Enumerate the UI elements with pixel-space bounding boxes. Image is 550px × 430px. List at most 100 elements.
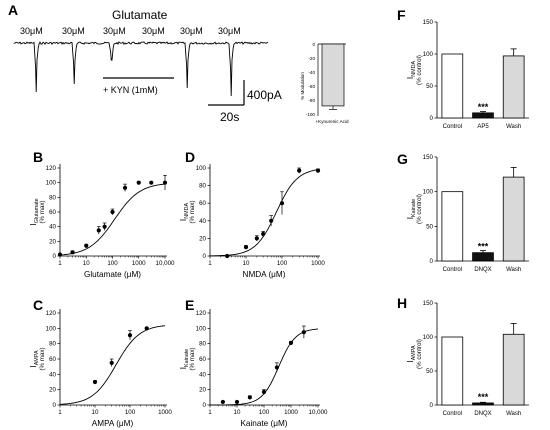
y-tick-label: 20 <box>49 238 56 245</box>
y-tick-label: 40 <box>49 224 56 231</box>
panel-a: A Glutamate 30μM 30μM 30μM 30μM 30μM 30μ… <box>8 2 349 124</box>
x-tick-label: 1000 <box>158 409 172 416</box>
x-tick-label: 10 <box>234 409 241 416</box>
bar <box>441 336 464 406</box>
x-tick-label: 1000 <box>311 260 325 267</box>
data-point <box>269 218 274 223</box>
data-point <box>247 395 252 400</box>
data-point <box>57 252 63 257</box>
panel-letter: C <box>33 297 43 313</box>
y-tick-label: 50 <box>426 223 433 230</box>
x-tick-label: 1 <box>58 409 62 416</box>
application-label-2: 30μM <box>62 26 85 36</box>
x-tick-label: 10,000 <box>156 260 175 267</box>
inset-ylabel: % Modulation <box>300 72 305 100</box>
x-tick-label: 10 <box>243 260 250 267</box>
inset-bar <box>321 43 345 107</box>
data-point <box>315 168 321 173</box>
data-point <box>127 333 133 338</box>
y-tick-label: 120 <box>46 310 57 317</box>
x-tick-label: 10 <box>83 260 90 267</box>
y-tick-label: 100 <box>46 325 57 332</box>
y-tick-label: 150 <box>423 19 434 26</box>
data-point <box>162 180 168 185</box>
data-point <box>84 243 89 248</box>
panel-letter: H <box>397 295 407 311</box>
category-label: Control <box>443 124 462 130</box>
y-tick-label: 100 <box>196 325 207 332</box>
y-tick-label: 40 <box>199 371 206 378</box>
category-label: Control <box>443 411 462 417</box>
data-point <box>149 180 154 185</box>
bar <box>472 252 494 262</box>
inset-ytick: -60 <box>308 84 315 89</box>
y-tick-label: 100 <box>423 51 434 58</box>
y-axis-label: IKainate <box>406 199 417 220</box>
x-tick-label: 1000 <box>132 260 146 267</box>
data-point <box>110 209 115 215</box>
category-label: AP5 <box>477 124 489 130</box>
y-tick-label: 150 <box>423 154 434 161</box>
significance-marker: *** <box>478 242 489 252</box>
y-tick-label: 40 <box>199 218 206 225</box>
y-axis-unit: (% max) <box>39 347 46 370</box>
inset-ytick: -20 <box>308 56 315 61</box>
panel-letter: D <box>185 149 195 165</box>
y-tick-label: 20 <box>199 235 206 242</box>
fit-curve <box>210 169 319 257</box>
y-tick-label: 100 <box>196 165 207 172</box>
data-point <box>144 326 149 331</box>
y-tick-label: 40 <box>49 371 56 378</box>
x-tick-label: 100 <box>107 260 118 267</box>
data-point <box>301 330 306 335</box>
data-point <box>220 399 225 405</box>
y-tick-label: 60 <box>49 209 56 216</box>
scale-current-label: 400pA <box>247 88 282 102</box>
data-point <box>102 224 107 229</box>
y-axis-unit: (% max) <box>189 347 196 370</box>
inset-ytick: -80 <box>308 98 315 103</box>
inset-ytick: -40 <box>308 70 315 75</box>
data-point <box>261 389 267 395</box>
y-axis-label: IAMPA <box>406 345 417 363</box>
panel-letter: G <box>397 151 408 167</box>
significance-marker: *** <box>478 392 489 402</box>
y-tick-label: 60 <box>199 356 206 363</box>
y-axis-unit: (% max) <box>39 200 46 223</box>
fit-curve <box>60 325 166 405</box>
y-tick-label: 120 <box>46 165 57 172</box>
y-axis-unit: (% control) <box>416 194 423 224</box>
bar <box>502 176 525 262</box>
application-label-1: 30μM <box>20 26 43 36</box>
chart-g: G IKainate (% control) 0 50 100 150 Control DNQX… <box>397 151 529 273</box>
y-axis-unit: (% control) <box>416 339 423 369</box>
y-tick-label: 20 <box>199 387 206 394</box>
y-tick-label: 50 <box>426 83 433 90</box>
y-tick-label: 0 <box>203 402 207 409</box>
category-label: DNQX <box>474 411 491 417</box>
bar <box>441 53 464 119</box>
y-tick-label: 50 <box>426 368 433 375</box>
y-axis-label: INMDA <box>406 61 417 80</box>
significance-marker: *** <box>478 102 489 112</box>
panel-letter: B <box>33 149 43 165</box>
x-tick-label: 100 <box>259 409 270 416</box>
category-label: Wash <box>506 267 521 273</box>
y-tick-label: 60 <box>199 200 206 207</box>
data-point <box>288 340 294 345</box>
application-label-4: 30μM <box>142 26 165 36</box>
x-tick-label: 1 <box>208 260 212 267</box>
y-tick-label: 0 <box>53 253 57 260</box>
panel-letter: E <box>185 297 194 313</box>
y-tick-label: 0 <box>430 115 434 122</box>
inset-ytick: 0 <box>312 42 315 47</box>
current-trace <box>13 41 269 97</box>
chart-f: F INMDA (% control) 0 50 100 150 Control AP5 *** W… <box>397 7 529 130</box>
x-tick-label: 1000 <box>284 409 298 416</box>
y-tick-label: 0 <box>430 258 434 265</box>
application-label-6: 30μM <box>218 26 241 36</box>
y-tick-label: 100 <box>423 334 434 341</box>
